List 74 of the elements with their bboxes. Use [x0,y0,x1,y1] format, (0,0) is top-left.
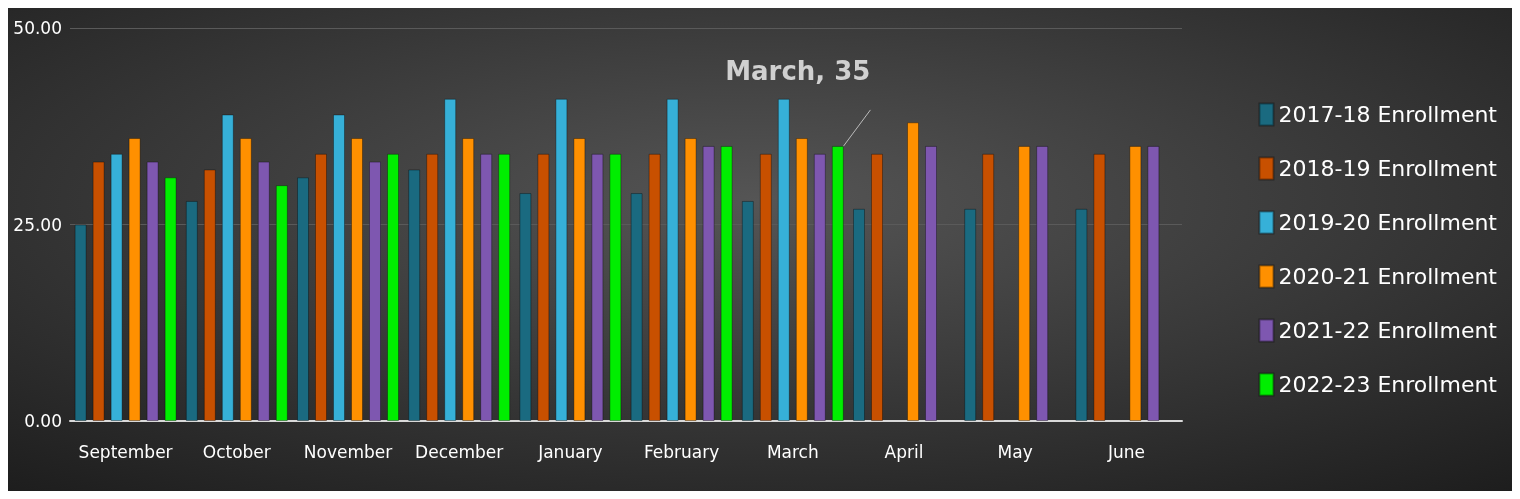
x-tick-label: September [78,441,173,462]
bar [315,153,327,421]
y-tick-label: 0.00 [24,411,62,431]
bar [498,153,511,421]
bar [387,153,399,421]
bar [426,153,439,421]
bar [777,98,790,421]
bar [164,177,177,421]
x-tick-label: May [997,441,1033,462]
bar [1036,145,1049,421]
bar [871,153,883,421]
bar [351,138,363,421]
bar [1129,145,1142,421]
legend-label: 2022-23 Enrollment [1278,372,1498,397]
bar [964,208,977,421]
bar [480,153,493,421]
bar [462,138,475,421]
bar [239,138,252,421]
bar [257,161,270,421]
bar [74,224,87,421]
bar [1075,208,1088,421]
bar [128,138,141,421]
annotation: March, 35 [725,55,871,86]
legend-label: 2017-18 Enrollment [1278,102,1498,127]
bar [185,200,198,421]
bar [92,161,105,421]
bar [221,114,234,421]
bar [1018,145,1031,421]
bar [146,161,159,421]
bar [1147,145,1160,421]
x-tick-label: April [884,441,924,462]
bar [720,145,733,421]
y-tick-label: 50.00 [13,18,62,38]
bar [795,138,808,421]
bar [666,98,679,421]
bar [907,122,919,421]
bar [609,153,622,421]
bar [982,153,995,421]
bar [519,193,532,421]
bar [741,200,754,421]
x-tick-label: December [415,441,504,462]
legend-label: 2021-22 Enrollment [1278,318,1498,343]
x-tick-label: February [643,441,720,462]
bar [203,169,216,421]
legend-label: 2018-19 Enrollment [1278,156,1498,181]
x-tick-label: October [202,441,271,462]
bar [275,185,288,421]
bar [369,161,381,421]
bar [831,145,844,421]
bar [648,153,661,421]
bar [444,98,457,421]
x-tick-label: June [1106,441,1145,462]
bar [684,138,697,421]
bar [853,208,865,421]
bar [555,98,568,421]
legend-label: 2019-20 Enrollment [1278,210,1498,235]
bar [925,145,937,421]
bar [537,153,550,421]
bar [573,138,586,421]
bar [333,114,345,421]
x-tick-label: January [537,441,603,462]
bar [110,153,123,421]
legend-label: 2020-21 Enrollment [1278,264,1498,289]
bar [408,169,421,421]
bar [591,153,604,421]
bar [630,193,643,421]
bar [813,153,826,421]
y-tick-label: 25.00 [13,214,62,235]
x-tick-label: November [303,441,393,462]
bar [702,145,715,421]
bar [1093,153,1106,421]
x-tick-label: March [766,441,819,462]
bar [297,177,309,421]
bar [759,153,772,421]
